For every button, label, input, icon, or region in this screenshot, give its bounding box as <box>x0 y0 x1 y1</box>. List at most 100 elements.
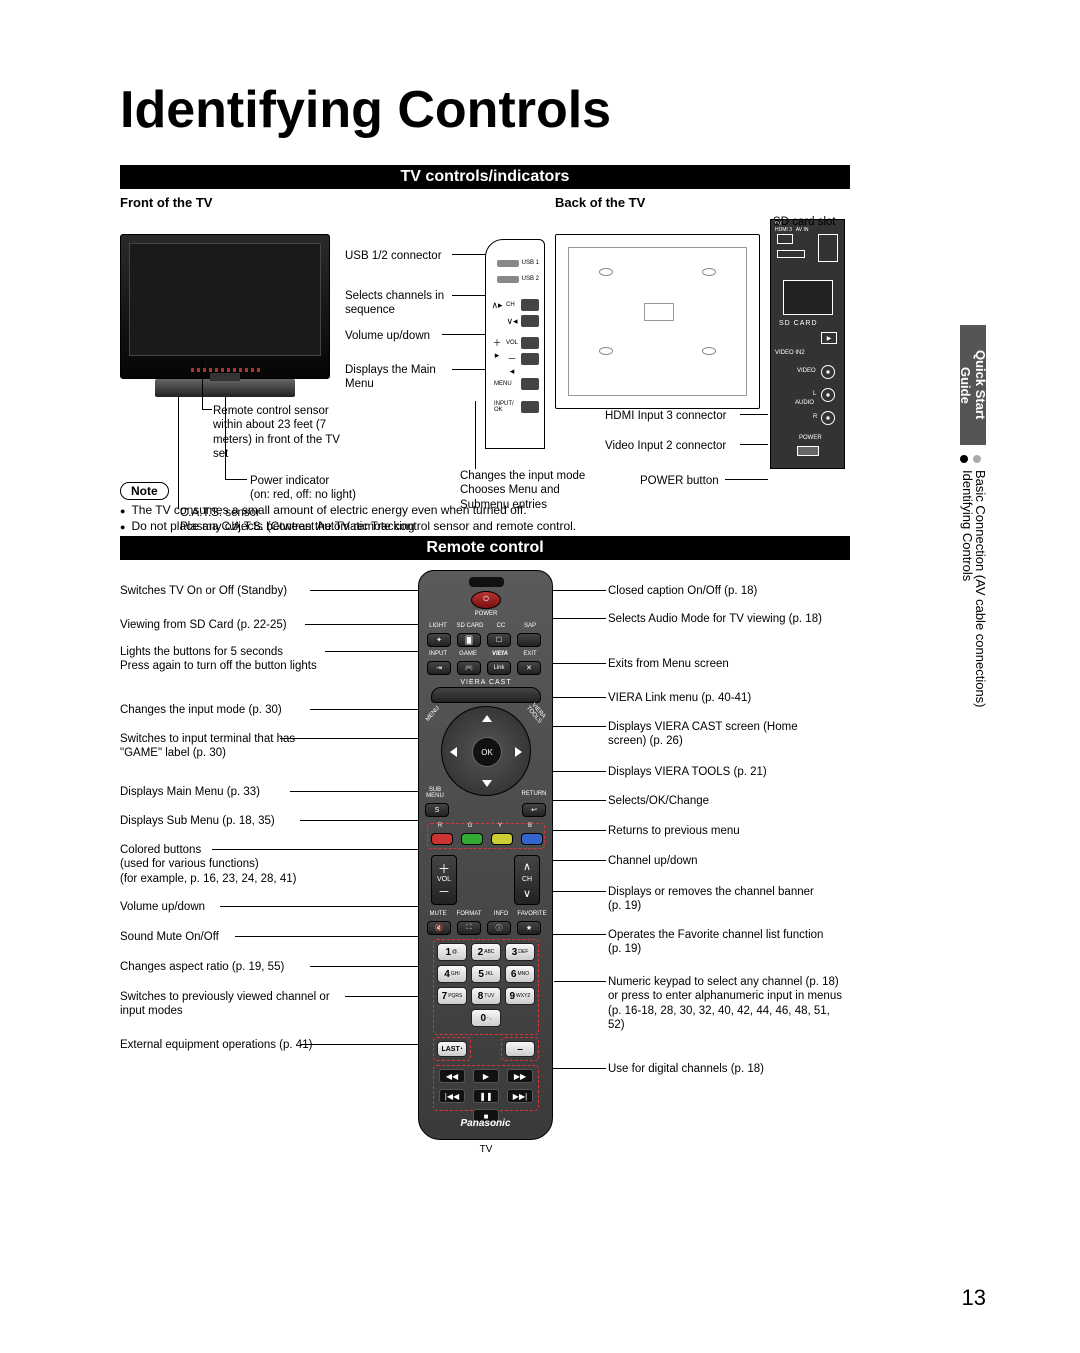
menu-text: MENU <box>422 701 445 726</box>
viera-text: VIEfA <box>485 651 515 657</box>
label-numeric: Numeric keypad to select any channel (p.… <box>608 975 848 1033</box>
r-label: R <box>813 414 817 420</box>
game-text: GAME <box>455 651 481 657</box>
key-8[interactable]: 8TUV <box>471 987 501 1005</box>
label-input-mode: Changes the input mode (p. 30) <box>120 703 282 717</box>
input-button[interactable]: ⇥ <box>427 661 451 675</box>
blue-button[interactable] <box>521 833 543 845</box>
front-tv-illustration <box>120 234 330 379</box>
label-vcast: Displays VIERA CAST screen (Home screen)… <box>608 720 828 749</box>
ff-button[interactable]: ▶▶ <box>507 1069 533 1083</box>
dpad[interactable]: OK <box>441 706 531 796</box>
side-button-strip: USB 1 USB 2 ∧▸CH ∨◂ ＋▸VOL －◂ MENU INPUT/… <box>485 239 545 449</box>
sd-card-label: SD CARD <box>779 320 818 327</box>
key-7[interactable]: 7PQRS <box>437 987 467 1005</box>
red-button[interactable] <box>431 833 453 845</box>
pause-button[interactable]: ❚❚ <box>473 1089 499 1103</box>
key-1[interactable]: 1@. <box>437 943 467 961</box>
tv-text: TV <box>476 1144 496 1155</box>
label-ch-updown: Channel up/down <box>608 854 698 868</box>
key-2[interactable]: 2ABC <box>471 943 501 961</box>
power-text: POWER <box>467 611 505 617</box>
return-button[interactable]: ↩ <box>522 803 546 817</box>
label-vol-updown: Volume up/down <box>120 900 205 914</box>
page-title: Identifying Controls <box>120 80 611 140</box>
sap-button[interactable] <box>517 633 541 647</box>
mute-button[interactable]: 🔇 <box>427 921 451 935</box>
key-5[interactable]: 5JKL <box>471 965 501 983</box>
rew-button[interactable]: ◀◀ <box>439 1069 465 1083</box>
key-3[interactable]: 3DEF <box>505 943 535 961</box>
return-text: RETURN <box>518 791 550 797</box>
label-power-standby: Switches TV On or Off (Standby) <box>120 584 287 598</box>
info-button[interactable]: ⓘ <box>487 921 511 935</box>
brand-text: Panasonic <box>419 1118 552 1129</box>
vieralink-button[interactable]: Link <box>487 661 511 675</box>
game-button[interactable]: 🎮 <box>457 661 481 675</box>
cc-button[interactable]: ☐ <box>487 633 511 647</box>
label-remote-sensor: Remote control sensor within about 23 fe… <box>213 404 353 462</box>
ok-button[interactable]: OK <box>472 737 502 767</box>
label-game: Switches to input terminal that has "GAM… <box>120 732 310 761</box>
input-ok-label: INPUT/ OK <box>494 401 518 413</box>
front-subhead: Front of the TV <box>120 195 212 210</box>
sd-av-panel: OK HDMI 3 AV IN SD CARD ▶ VIDEO IN2 VIDE… <box>770 219 845 469</box>
label-sd-slot: SD card slot <box>773 215 836 229</box>
note-bullet-1: The TV consumes a small amount of electr… <box>131 503 526 519</box>
vol-label: VOL <box>506 340 518 346</box>
format-button[interactable]: ⛶ <box>457 921 481 935</box>
back-subhead: Back of the TV <box>555 195 645 210</box>
remote-section-header: Remote control <box>120 536 850 560</box>
video-label: VIDEO <box>797 368 816 374</box>
note-bullet-2: Do not place any objects between the TV … <box>131 519 576 535</box>
page-number: 13 <box>962 1285 986 1311</box>
exit-button[interactable]: ✕ <box>517 661 541 675</box>
key-6[interactable]: 6MNO <box>505 965 535 983</box>
r-text: R <box>431 823 449 829</box>
key-9[interactable]: 9WXYZ <box>505 987 535 1005</box>
info-text: INFO <box>489 911 513 917</box>
vieracast-text: VIERA CAST <box>454 679 518 686</box>
label-cc: Closed caption On/Off (p. 18) <box>608 584 757 598</box>
light-text: LIGHT <box>425 623 451 629</box>
sdcard-text: SD CARD <box>455 623 485 629</box>
label-light: Lights the buttons for 5 seconds Press a… <box>120 645 330 674</box>
video-in2-label: VIDEO IN2 <box>775 350 805 356</box>
note-block: Note The TV consumes a small amount of e… <box>120 482 850 535</box>
mute-text: MUTE <box>425 911 451 917</box>
label-vlink: VIERA Link menu (p. 40-41) <box>608 691 751 705</box>
favorite-button[interactable]: ★ <box>517 921 541 935</box>
key-0[interactable]: 0- , <box>471 1009 501 1027</box>
yellow-button[interactable] <box>491 833 513 845</box>
light-button[interactable]: ✦ <box>427 633 451 647</box>
green-button[interactable] <box>461 833 483 845</box>
label-return: Returns to previous menu <box>608 824 740 838</box>
power-label: POWER <box>799 435 822 441</box>
power-button[interactable]: ⏻ <box>471 591 501 609</box>
dash-button[interactable]: – <box>505 1041 535 1057</box>
label-vol: Volume up/down <box>345 329 430 343</box>
exit-text: EXIT <box>517 651 543 657</box>
format-text: FORMAT <box>453 911 485 917</box>
prev-button[interactable]: |◀◀ <box>439 1089 465 1103</box>
key-4[interactable]: 4GHI <box>437 965 467 983</box>
play-button[interactable]: ▶ <box>473 1069 499 1083</box>
ch-label: CH <box>506 302 518 308</box>
side-tab: Quick Start Guide Identifying Controls B… <box>960 325 986 805</box>
note-label: Note <box>120 482 169 500</box>
ch-text: CH <box>514 876 540 883</box>
next-button[interactable]: ▶▶| <box>507 1089 533 1103</box>
input-text: INPUT <box>425 651 451 657</box>
fav-text: FAVORITE <box>515 911 549 917</box>
side-tab-line2: Basic Connection (AV cable connections) <box>973 470 988 708</box>
g-text: G <box>461 823 479 829</box>
last-button[interactable]: LAST• <box>437 1041 467 1057</box>
label-sap: Selects Audio Mode for TV viewing (p. 18… <box>608 612 828 626</box>
sdcard-button[interactable]: 🂠 <box>457 633 481 647</box>
submenu-button[interactable]: S <box>425 803 449 817</box>
usb2-label: USB 2 <box>522 276 539 282</box>
submenu-text: SUB MENU <box>421 787 449 799</box>
label-hdmi3: HDMI Input 3 connector <box>605 409 726 423</box>
label-format: Changes aspect ratio (p. 19, 55) <box>120 960 284 974</box>
tv-section-header: TV controls/indicators <box>120 165 850 189</box>
